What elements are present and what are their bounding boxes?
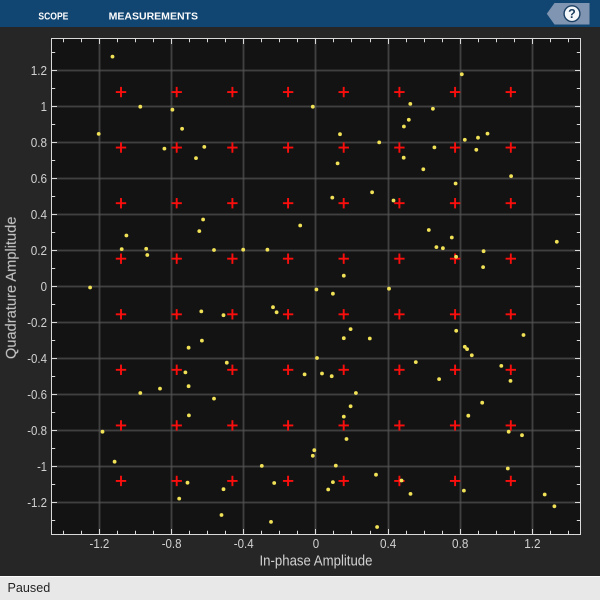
svg-text:-0.8: -0.8	[27, 424, 47, 438]
svg-text:-1: -1	[37, 460, 47, 474]
svg-text:-1.2: -1.2	[90, 537, 110, 551]
svg-text:1: 1	[41, 100, 47, 114]
svg-text:0.2: 0.2	[31, 244, 47, 258]
svg-text:0: 0	[313, 537, 319, 551]
svg-text:-0.4: -0.4	[234, 537, 254, 551]
svg-text:?: ?	[568, 7, 576, 21]
svg-text:1.2: 1.2	[524, 537, 540, 551]
svg-text:0.8: 0.8	[452, 537, 468, 551]
svg-text:1.2: 1.2	[31, 64, 47, 78]
svg-text:SCOPE: SCOPE	[38, 11, 68, 23]
svg-text:-0.4: -0.4	[27, 352, 47, 366]
svg-text:0.4: 0.4	[380, 537, 396, 551]
svg-text:-0.8: -0.8	[162, 537, 182, 551]
svg-text:0: 0	[41, 280, 47, 294]
svg-text:-1.2: -1.2	[27, 496, 47, 510]
svg-text:0.6: 0.6	[31, 172, 47, 186]
svg-text:Quadrature Amplitude: Quadrature Amplitude	[4, 217, 20, 360]
svg-text:-0.6: -0.6	[27, 388, 47, 402]
svg-text:In-phase Amplitude: In-phase Amplitude	[260, 554, 373, 570]
svg-text:-0.2: -0.2	[27, 316, 47, 330]
svg-text:MEASUREMENTS: MEASUREMENTS	[109, 11, 198, 23]
svg-text:0.8: 0.8	[31, 136, 47, 150]
svg-text:Paused: Paused	[8, 581, 51, 595]
svg-text:0.4: 0.4	[31, 208, 47, 222]
